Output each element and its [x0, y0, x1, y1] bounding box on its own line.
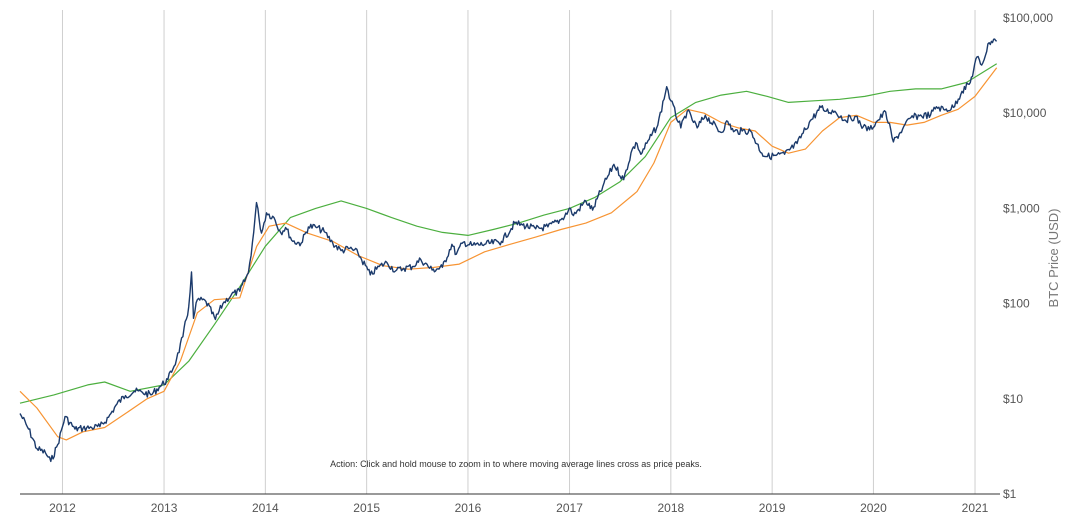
- x-tick-label: 2019: [759, 501, 786, 515]
- x-axis-ticks: 2012 2013 2014 2015 2016 2017 2018 2019 2020 2021: [49, 501, 989, 515]
- x-tick-label: 2017: [556, 501, 583, 515]
- x-tick-label: 2018: [657, 501, 684, 515]
- y-tick-label: $100: [1003, 297, 1030, 311]
- x-tick-label: 2013: [151, 501, 178, 515]
- plot-area: [19, 38, 998, 463]
- y-axis-ticks: $1 $10 $100 $1,000 $10,000 $100,000: [1003, 11, 1053, 501]
- price-line: [19, 38, 998, 463]
- y-axis-label: BTC Price (USD): [1046, 209, 1061, 308]
- y-tick-label: $10: [1003, 392, 1023, 406]
- x-tick-label: 2015: [353, 501, 380, 515]
- y-tick-label: $1,000: [1003, 201, 1040, 215]
- y-tick-label: $10,000: [1003, 106, 1047, 120]
- y-tick-label: $100,000: [1003, 11, 1053, 25]
- vertical-grid-lines: [61, 10, 976, 494]
- x-tick-label: 2012: [49, 501, 76, 515]
- orange-moving-average-line: [19, 67, 998, 441]
- x-tick-label: 2021: [962, 501, 989, 515]
- x-tick-label: 2014: [252, 501, 279, 515]
- zoom-instruction-annotation: Action: Click and hold mouse to zoom in …: [330, 459, 702, 469]
- x-tick-label: 2020: [860, 501, 887, 515]
- x-tick-label: 2016: [455, 501, 482, 515]
- y-tick-label: $1: [1003, 487, 1017, 501]
